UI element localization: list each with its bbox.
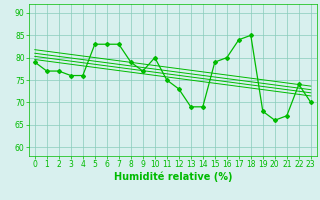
X-axis label: Humidité relative (%): Humidité relative (%) — [114, 172, 232, 182]
